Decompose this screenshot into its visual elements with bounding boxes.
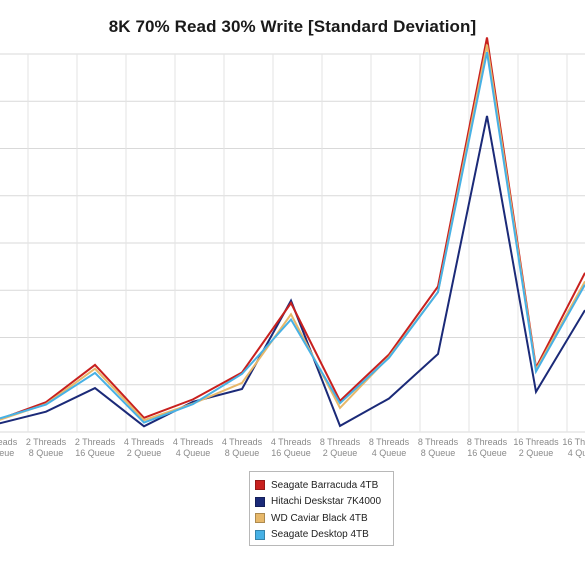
x-tick-label: 16 Threads: [562, 437, 585, 447]
legend-swatch: [255, 480, 265, 491]
x-tick-label: 2 Threads: [26, 437, 67, 447]
legend-label: Hitachi Deskstar 7K4000: [271, 496, 382, 508]
x-tick-label: 8 Queue: [29, 448, 64, 458]
x-tick-label: 2 Queue: [519, 448, 554, 458]
legend-item: WD Caviar Black 4TB: [255, 510, 393, 527]
x-tick-label: 8 Threads: [467, 437, 508, 447]
x-tick-label: 16 Queue: [467, 448, 507, 458]
x-tick-label: 8 Threads: [418, 437, 459, 447]
legend-label: Seagate Desktop 4TB: [271, 529, 369, 541]
x-tick-label: 16 Queue: [271, 448, 311, 458]
x-tick-label: 1 Threads: [0, 437, 18, 447]
legend-label: Seagate Barracuda 4TB: [271, 479, 379, 491]
legend-swatch: [255, 513, 265, 524]
x-tick-label: 8 Threads: [369, 437, 410, 447]
grid: [0, 53, 585, 433]
series-line-seagate-barracuda-4tb: [0, 37, 585, 421]
x-tick-label: 4 Threads: [271, 437, 312, 447]
x-tick-label: 8 Queue: [225, 448, 260, 458]
x-tick-label: 4 Threads: [222, 437, 263, 447]
series-line-seagate-desktop-4tb: [0, 51, 585, 424]
legend-item: Seagate Barracuda 4TB: [255, 477, 393, 494]
x-tick-label: 8 Threads: [320, 437, 361, 447]
x-tick-label: 4 Threads: [173, 437, 214, 447]
legend-item: Hitachi Deskstar 7K4000: [255, 494, 393, 511]
x-tick-label: 4 Threads: [124, 437, 165, 447]
x-tick-label: 16 Threads: [513, 437, 559, 447]
legend-swatch: [255, 496, 265, 507]
x-tick-label: 8 Queue: [421, 448, 456, 458]
legend-item: Seagate Desktop 4TB: [255, 527, 393, 544]
x-tick-label: 2 Queue: [323, 448, 358, 458]
x-tick-label: 2 Queue: [127, 448, 162, 458]
chart-title: 8K 70% Read 30% Write [Standard Deviatio…: [108, 17, 477, 36]
legend-label: WD Caviar Black 4TB: [271, 512, 368, 524]
series-lines: [0, 37, 585, 428]
chart-legend: Seagate Barracuda 4TB Hitachi Deskstar 7K…: [249, 471, 394, 546]
series-line-hitachi-deskstar-7k4000: [0, 115, 585, 428]
x-tick-label: 4 Queue: [372, 448, 407, 458]
legend-swatch: [255, 529, 265, 540]
x-tick-label: 4 Queue: [176, 448, 211, 458]
series-line-wd-caviar-black-4tb: [0, 44, 585, 422]
x-tick-label: 16 Queue: [75, 448, 115, 458]
x-tick-label: 4 Queue: [568, 448, 585, 458]
x-tick-label: 2 Threads: [75, 437, 116, 447]
x-tick-label: 2 Queue: [0, 448, 14, 458]
